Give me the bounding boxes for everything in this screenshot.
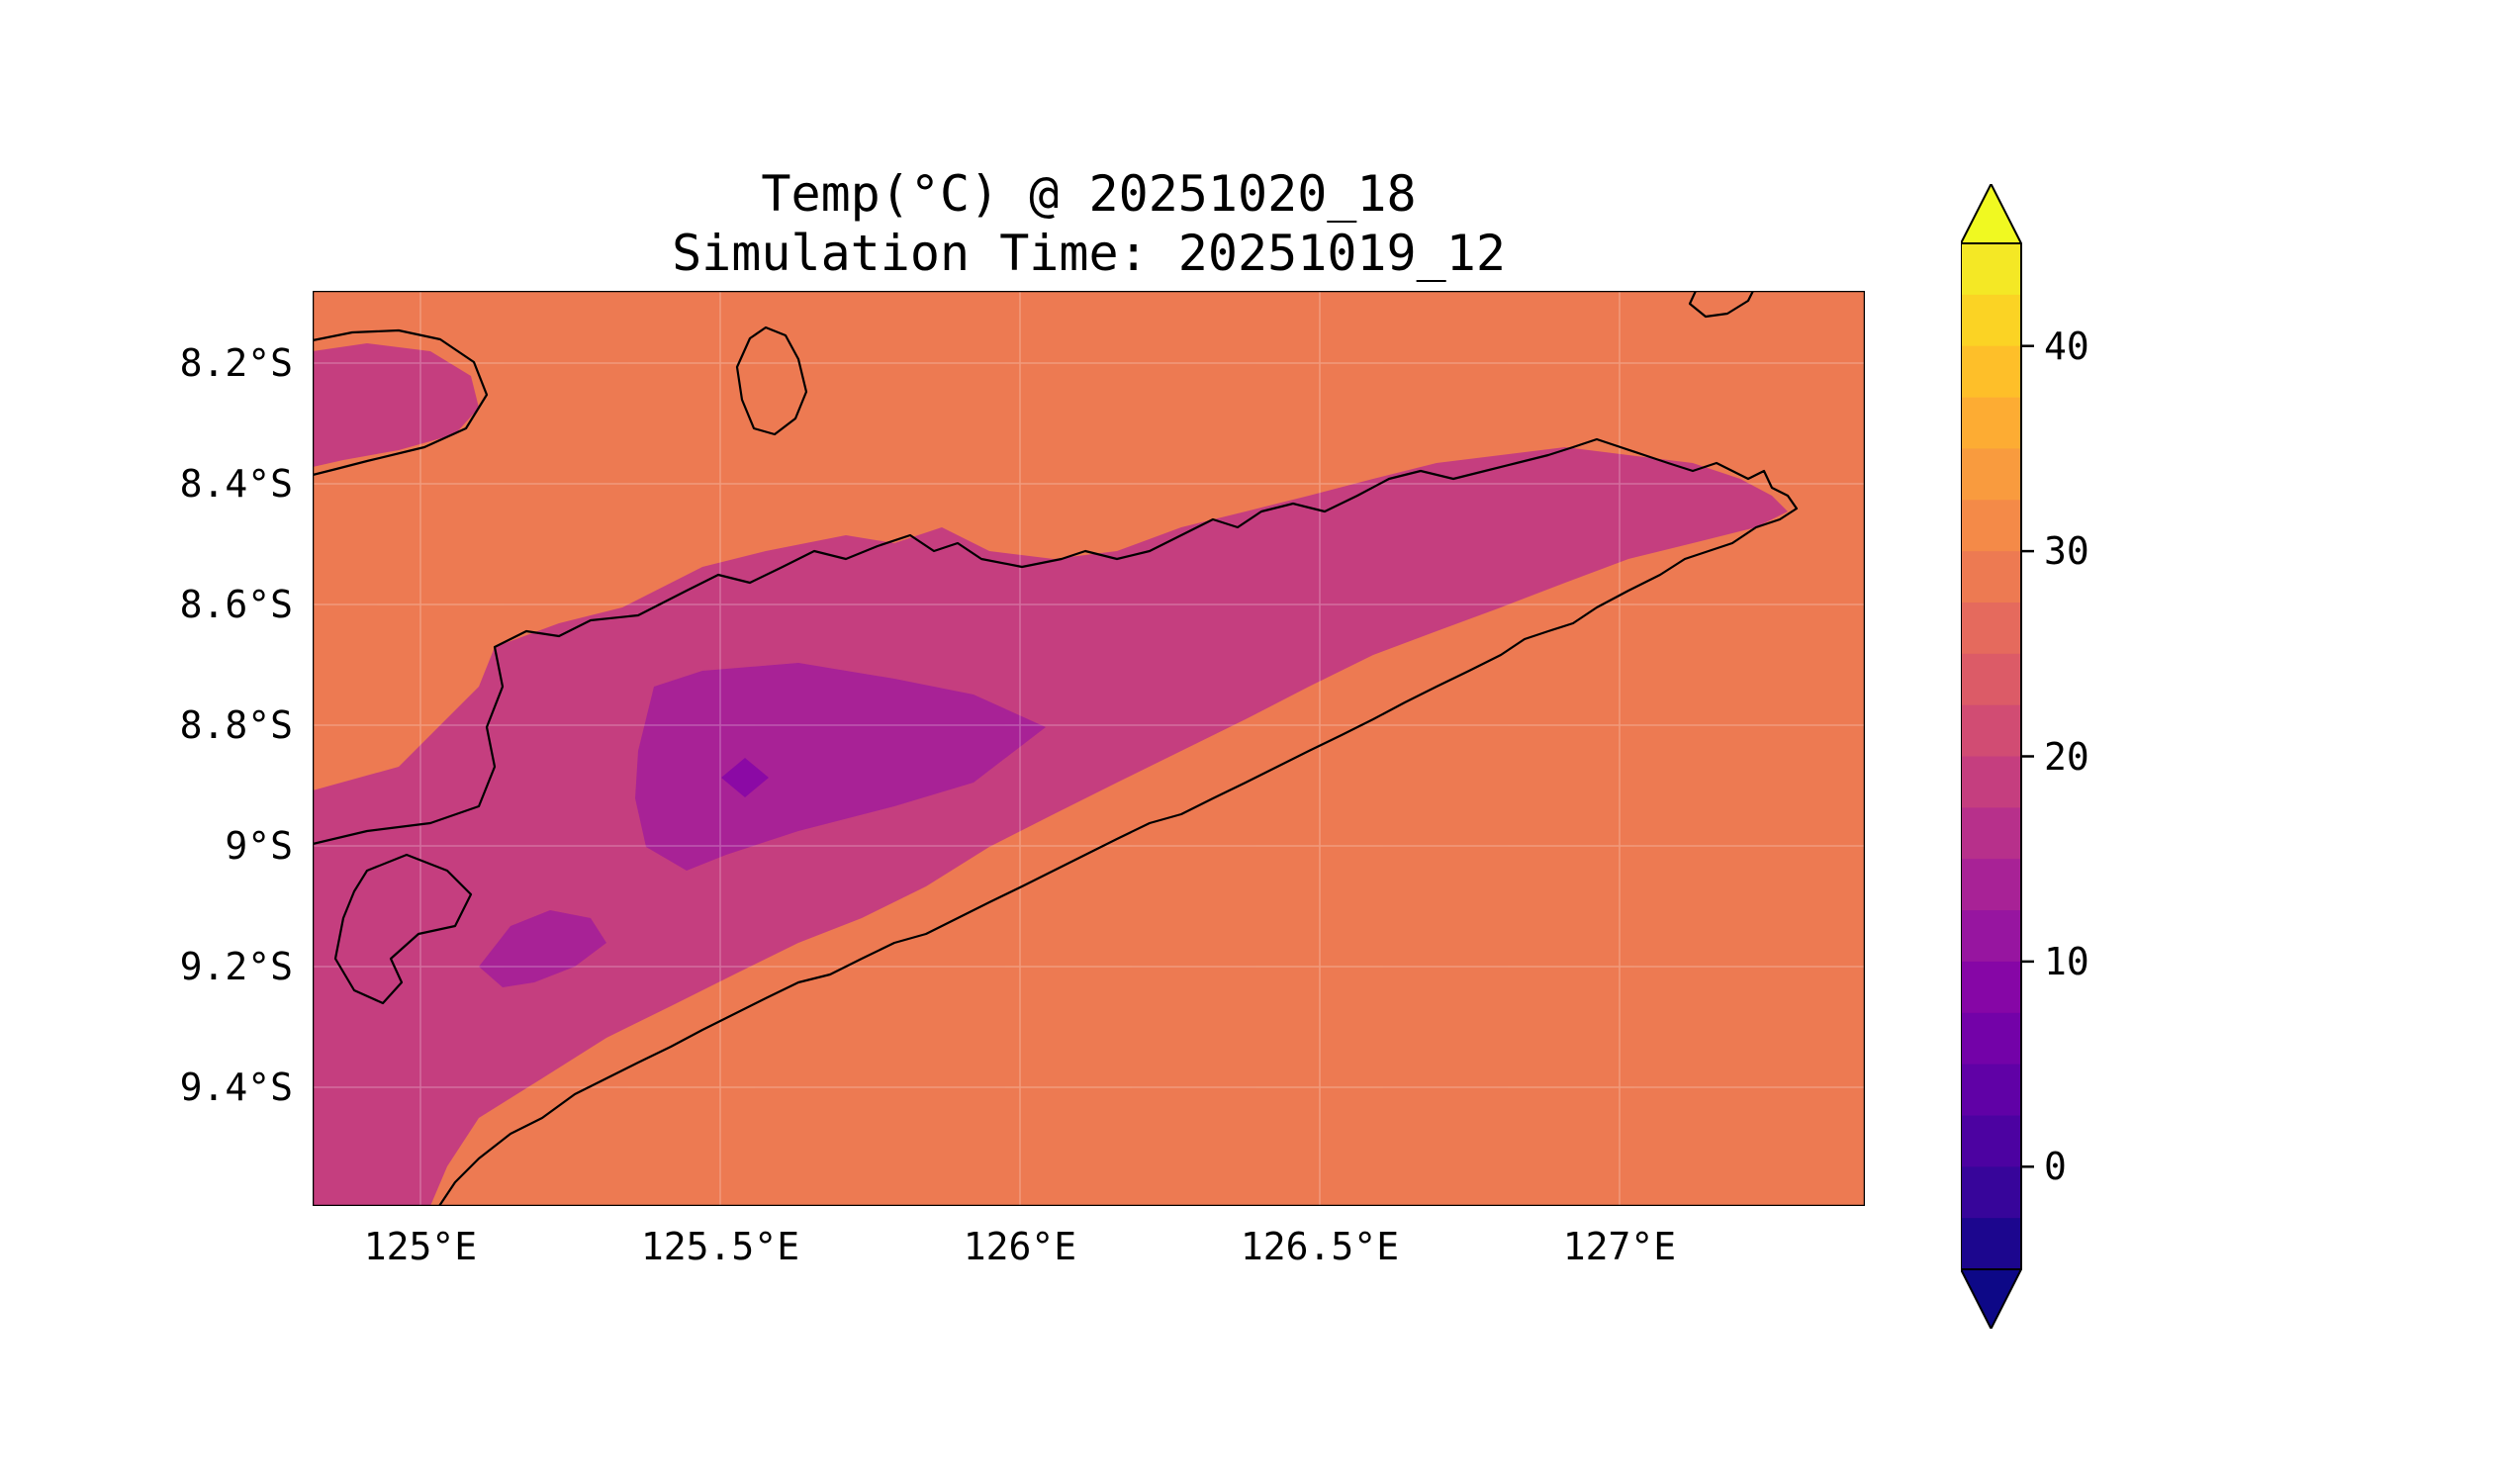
colorbar-tick-label: 10 (2044, 940, 2089, 983)
x-tick-label: 126.5°E (1240, 1225, 1400, 1268)
colorbar-segment (1961, 1064, 2021, 1117)
colorbar-segment (1961, 500, 2021, 552)
y-tick-label: 9.4°S (179, 1066, 293, 1109)
y-tick-label: 9.2°S (179, 945, 293, 988)
colorbar-outline (1961, 184, 2034, 1329)
coastline-wetar-fragment (1688, 291, 1755, 319)
colorbar-under-arrow (1961, 1269, 2021, 1329)
alor-temperature-contour (313, 343, 479, 467)
y-tick-label: 8.2°S (179, 341, 293, 385)
x-tick-label: 126°E (963, 1225, 1077, 1268)
colorbar-segment (1961, 704, 2021, 758)
chart-title: Temp(°C) @ 20251020_18 (761, 165, 1417, 223)
y-tick-label: 8.4°S (179, 462, 293, 506)
colorbar-segment (1961, 1166, 2021, 1219)
colorbar-tick-label: 0 (2044, 1145, 2067, 1188)
southwest-highland-contour (479, 910, 606, 987)
colorbar-segment (1961, 653, 2021, 706)
colorbar (1961, 184, 2034, 1329)
colorbar-tick-label: 20 (2044, 735, 2089, 779)
y-tick-label: 8.6°S (179, 583, 293, 626)
island-temperature-contour (313, 447, 1788, 1206)
map-plot-area (313, 291, 1865, 1206)
colorbar-segment (1961, 807, 2021, 860)
coastline-atauro (735, 325, 808, 436)
coastline-timor (313, 437, 1799, 1206)
y-tick-label: 8.8°S (179, 703, 293, 747)
coastline-alor (313, 328, 489, 477)
colorbar-segments (1961, 243, 2021, 1270)
coastline-bay-loop (333, 853, 473, 1005)
colorbar-over-arrow (1961, 184, 2021, 243)
colorbar-segment (1961, 1012, 2021, 1066)
colorbar-segment (1961, 1218, 2021, 1270)
chart-subtitle: Simulation Time: 20251019_12 (672, 225, 1506, 282)
colorbar-segment (1961, 603, 2021, 655)
colorbar-segment (1961, 551, 2021, 603)
graticule-grid (313, 291, 1865, 1206)
colorbar-segment (1961, 1115, 2021, 1167)
colorbar-tick-label: 40 (2044, 325, 2089, 368)
colorbar-tick-label: 30 (2044, 529, 2089, 573)
coastlines (313, 291, 1799, 1206)
colorbar-segment (1961, 961, 2021, 1014)
x-tick-label: 125.5°E (640, 1225, 800, 1268)
colorbar-segment (1961, 243, 2021, 296)
colorbar-segment (1961, 294, 2021, 347)
colorbar-segment (1961, 397, 2021, 450)
y-tick-label: 9°S (225, 824, 293, 868)
colorbar-segment (1961, 859, 2021, 911)
x-tick-label: 127°E (1562, 1225, 1677, 1268)
x-tick-label: 125°E (363, 1225, 478, 1268)
coolest-spot-contour (721, 758, 769, 797)
colorbar-segment (1961, 910, 2021, 963)
colorbar-segment (1961, 756, 2021, 808)
colorbar-segment (1961, 345, 2021, 399)
highland-temperature-contour (635, 663, 1046, 871)
colorbar-segment (1961, 448, 2021, 501)
